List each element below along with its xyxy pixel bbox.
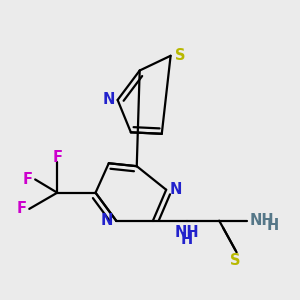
Text: S: S bbox=[175, 48, 185, 63]
Text: H: H bbox=[266, 218, 279, 232]
Text: NH: NH bbox=[250, 213, 275, 228]
Text: N: N bbox=[102, 92, 115, 107]
Text: NH: NH bbox=[175, 225, 199, 240]
Text: S: S bbox=[230, 253, 241, 268]
Text: H: H bbox=[181, 232, 193, 247]
Text: N: N bbox=[101, 213, 113, 228]
Text: N: N bbox=[169, 182, 182, 197]
Text: F: F bbox=[52, 150, 62, 165]
Text: F: F bbox=[22, 172, 32, 187]
Text: F: F bbox=[16, 201, 26, 216]
